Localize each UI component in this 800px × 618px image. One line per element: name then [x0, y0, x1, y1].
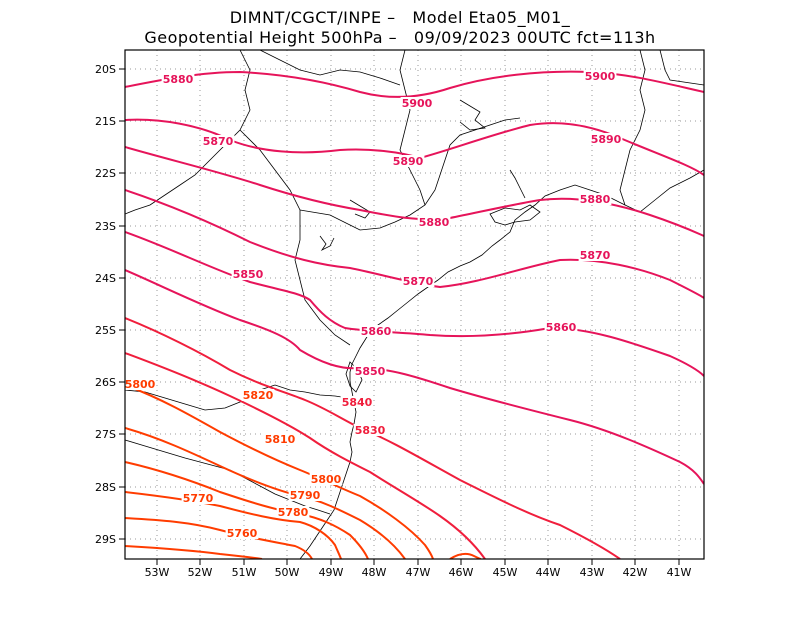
contour-line: [125, 545, 263, 559]
contour-label: 5790: [290, 489, 321, 502]
lon-tick-label: 46W: [449, 566, 474, 579]
contour-label-bg: [225, 527, 259, 539]
contour-line: [449, 552, 482, 559]
lat-tick-label: 27S: [95, 428, 116, 441]
contour-label: 5780: [278, 506, 309, 519]
contour-label-bg: [181, 492, 215, 504]
lon-tick-label: 52W: [188, 566, 213, 579]
contour-label: 5830: [355, 424, 386, 437]
contour-label-bg: [401, 275, 435, 287]
title-line-1: DIMNT/CGCT/INPE – Model Eta05_M01_: [229, 8, 571, 27]
contour-label: 5870: [580, 249, 611, 262]
longitude-labels: 53W 52W 51W 50W 49W 48W 47W 46W 45W 44W 43W 42W 41W: [145, 566, 692, 579]
contour-label: 5810: [265, 433, 296, 446]
contour-label: 5880: [419, 216, 450, 229]
contour-label: 5900: [585, 70, 616, 83]
contour-line: [125, 352, 486, 559]
lon-tick-label: 47W: [406, 566, 431, 579]
contour-line: [125, 269, 704, 485]
contour-labels: 5900 5900 5890 5890 5880 5880 5880 5870 5870 5870…: [125, 70, 623, 540]
contour-label-bg: [309, 473, 343, 485]
contour-label: 5840: [342, 396, 373, 409]
contour-label-bg: [340, 396, 374, 408]
contour-line: [125, 384, 434, 559]
contour-label-bg: [125, 378, 157, 390]
lat-tick-label: 20S: [95, 63, 116, 76]
contour-label-bg: [589, 133, 623, 145]
contour-label: 5860: [361, 325, 392, 338]
plot-frame: [124, 49, 705, 560]
contour-line: [125, 231, 704, 377]
contour-label-bg: [544, 321, 578, 333]
contour-label-bg: [201, 135, 235, 147]
latitude-labels: 20S 21S 22S 23S 24S 25S 26S 27S 28S 29S: [95, 63, 116, 546]
contour-label: 5860: [546, 321, 577, 334]
contour-label-bg: [359, 325, 393, 337]
lon-tick-label: 53W: [145, 566, 170, 579]
contour-label: 5820: [243, 389, 274, 402]
contour-label-bg: [288, 489, 322, 501]
lat-tick-label: 24S: [95, 272, 116, 285]
lat-tick-label: 23S: [95, 220, 116, 233]
contour-label-bg: [276, 506, 310, 518]
contour-label-bg: [353, 424, 387, 436]
contour-label-bg: [391, 155, 425, 167]
lon-tick-label: 48W: [362, 566, 387, 579]
lat-tick-label: 28S: [95, 481, 116, 494]
axis-ticks: [119, 68, 680, 565]
contour-label-bg: [263, 433, 297, 445]
contour-label: 5880: [580, 193, 611, 206]
lat-tick-label: 22S: [95, 167, 116, 180]
lon-tick-label: 44W: [536, 566, 561, 579]
graticule: [125, 50, 704, 559]
lon-tick-label: 43W: [580, 566, 605, 579]
contour-label-bg: [161, 73, 195, 85]
contour-label-bg: [578, 249, 612, 261]
lat-tick-label: 26S: [95, 376, 116, 389]
lon-tick-label: 45W: [493, 566, 518, 579]
contour-label-bg: [400, 97, 434, 109]
contour-label: 5800: [311, 473, 342, 486]
contour-label: 5760: [227, 527, 258, 540]
title-line-2: Geopotential Height 500hPa – 09/09/2023 …: [144, 28, 656, 47]
contour-label: 5880: [163, 73, 194, 86]
contour-line: [125, 317, 621, 559]
contour-label-bg: [417, 216, 451, 228]
contour-label: 5870: [403, 275, 434, 288]
contour-label: 5770: [183, 492, 214, 505]
lon-tick-label: 50W: [275, 566, 300, 579]
lon-tick-label: 42W: [623, 566, 648, 579]
lon-tick-label: 49W: [319, 566, 344, 579]
lat-tick-label: 29S: [95, 533, 116, 546]
lon-tick-label: 41W: [667, 566, 692, 579]
contour-label-bg: [231, 268, 265, 280]
contour-line: [125, 70, 704, 98]
lat-tick-label: 25S: [95, 324, 116, 337]
contour-label: 5890: [393, 155, 424, 168]
coastline-and-borders: [125, 50, 704, 559]
contour-label-bg: [583, 70, 617, 82]
contour-label: 5850: [355, 365, 386, 378]
contour-label: 5800: [125, 378, 156, 391]
lat-tick-label: 21S: [95, 115, 116, 128]
contour-label-bg: [241, 389, 275, 401]
lon-tick-label: 51W: [232, 566, 257, 579]
contour-label: 5890: [591, 133, 622, 146]
contour-label-bg: [578, 193, 612, 205]
contour-line: [125, 189, 704, 299]
contour-label: 5870: [203, 135, 234, 148]
contour-label: 5850: [233, 268, 264, 281]
contour-label: 5900: [402, 97, 433, 110]
contour-label-bg: [353, 365, 387, 377]
